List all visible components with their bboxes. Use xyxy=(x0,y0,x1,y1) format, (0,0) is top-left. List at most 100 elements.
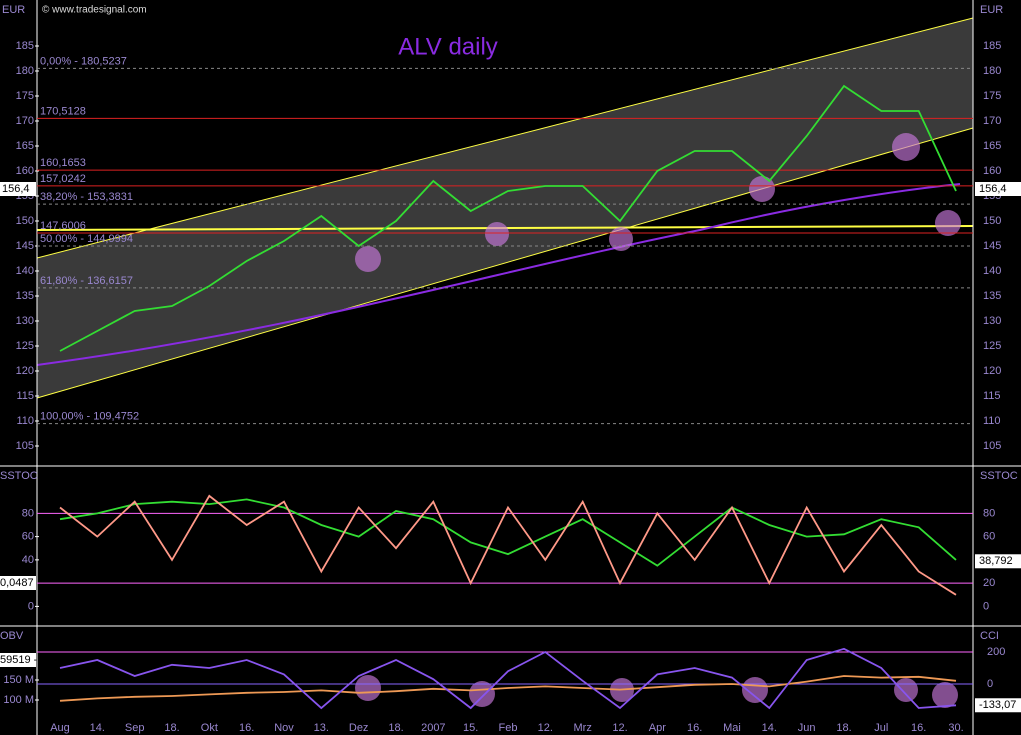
y-tick-label: 110 xyxy=(16,415,34,427)
x-tick-label: Aug xyxy=(50,722,70,734)
level-label: 160,1653 xyxy=(40,157,86,169)
y-tick-label: 125 xyxy=(16,340,34,352)
annotation-circles xyxy=(355,133,961,708)
y-tick-label: 120 xyxy=(16,365,34,377)
y-tick-label: 115 xyxy=(983,390,1001,402)
y-tick-label: 160 xyxy=(16,165,34,177)
x-tick-label: Mai xyxy=(723,722,741,734)
y-tick-label: 60 xyxy=(983,531,995,543)
level-label: 100,00% - 109,4752 xyxy=(40,411,139,423)
circle xyxy=(355,246,381,272)
y-tick-label: 135 xyxy=(16,290,34,302)
y-tick-label: 105 xyxy=(16,440,34,452)
readout: 156,4 xyxy=(979,183,1007,195)
circle xyxy=(469,681,495,707)
readout-box xyxy=(0,653,36,667)
readout: 59519 - xyxy=(0,654,38,666)
y-tick-label: 150 xyxy=(983,215,1001,227)
y-tick-label: 120 xyxy=(983,365,1001,377)
level-label: 38,20% - 153,3831 xyxy=(40,191,133,203)
y-tick-label: 0 xyxy=(28,600,34,612)
x-tick-label: 13. xyxy=(314,722,329,734)
y-tick-label: 145 xyxy=(16,240,34,252)
channel-top xyxy=(36,17,974,259)
x-tick-label: Feb xyxy=(499,722,518,734)
x-tick-label: 16. xyxy=(687,722,702,734)
x-tick-label: Okt xyxy=(201,722,218,734)
x-tick-label: Sep xyxy=(125,722,145,734)
x-tick-label: 18. xyxy=(388,722,403,734)
y-tick-label: 80 xyxy=(22,507,34,519)
y-tick-label: 145 xyxy=(983,240,1001,252)
panel-title: OBV xyxy=(0,630,24,642)
y-tick-label: 175 xyxy=(983,90,1001,102)
readout: 156,4 xyxy=(2,183,30,195)
y-tick-label: 170 xyxy=(983,115,1001,127)
x-tick-label: 16. xyxy=(911,722,926,734)
y-tick-label: 110 xyxy=(983,415,1001,427)
y-tick-label: 150 M xyxy=(3,674,34,686)
level-label: 147,6006 xyxy=(40,220,86,232)
panel-title: CCI xyxy=(980,630,999,642)
panel-title: SSTOC xyxy=(0,470,38,482)
circle xyxy=(892,133,920,161)
y-tick-label: 170 xyxy=(16,115,34,127)
panel-title: SSTOC xyxy=(980,470,1018,482)
series-line xyxy=(59,647,957,710)
y-tick-label: 165 xyxy=(983,140,1001,152)
x-tick-label: 14. xyxy=(90,722,105,734)
readout: 38,792 xyxy=(979,555,1013,567)
readout-box xyxy=(975,554,1021,569)
y-tick-label: 0 xyxy=(983,600,989,612)
series-line xyxy=(59,84,957,352)
readout: 0,0487 xyxy=(0,577,34,589)
y-tick-label: 40 xyxy=(22,554,34,566)
circle xyxy=(894,678,918,702)
level-label: 0,00% - 180,5237 xyxy=(40,55,127,67)
x-tick-label: Jun xyxy=(798,722,816,734)
level-label: 170,5128 xyxy=(40,105,86,117)
readout: -133,07 xyxy=(979,699,1016,711)
x-tick-label: 12. xyxy=(612,722,627,734)
x-tick-label: 30. xyxy=(948,722,963,734)
series-line xyxy=(59,494,957,596)
readout-box xyxy=(0,182,36,196)
x-tick-label: Nov xyxy=(274,722,294,734)
y-tick-label: 180 xyxy=(16,65,34,77)
circle xyxy=(935,210,961,236)
y-tick-label: 175 xyxy=(16,90,34,102)
series-line xyxy=(59,675,957,702)
x-tick-label: 18. xyxy=(836,722,851,734)
y-tick-label: 100 M xyxy=(3,694,34,706)
y-tick-label: 185 xyxy=(983,40,1001,52)
level-label: 50,00% - 144,9994 xyxy=(40,233,133,245)
x-tick-label: 14. xyxy=(762,722,777,734)
y2-tick-label: 200 xyxy=(987,646,1005,658)
y-tick-label: 180 xyxy=(983,65,1001,77)
currency-label: EUR xyxy=(980,4,1003,16)
y-tick-label: 20 xyxy=(983,577,995,589)
moving-average xyxy=(36,183,961,366)
channel-bottom xyxy=(36,127,974,399)
circle xyxy=(609,227,633,251)
y-tick-label: 135 xyxy=(983,290,1001,302)
y-tick-label: 60 xyxy=(22,531,34,543)
x-tick-label: Jul xyxy=(874,722,888,734)
y-tick-label: 185 xyxy=(16,40,34,52)
level-label: 157,0242 xyxy=(40,173,86,185)
readout-box xyxy=(975,182,1021,196)
x-tick-label: Apr xyxy=(649,722,666,734)
series-line xyxy=(59,498,957,567)
y-tick-label: 125 xyxy=(983,340,1001,352)
readout-box xyxy=(0,576,36,590)
x-tick-label: 2007 xyxy=(421,722,445,734)
y-tick-label: 150 xyxy=(16,215,34,227)
y-tick-label: 130 xyxy=(16,315,34,327)
regression-channel xyxy=(37,18,973,398)
chart-title: ALV daily xyxy=(398,33,498,60)
circle xyxy=(485,222,509,246)
x-tick-label: Dez xyxy=(349,722,369,734)
y-tick-label: 140 xyxy=(983,265,1001,277)
x-tick-label: 18. xyxy=(164,722,179,734)
x-tick-label: 12. xyxy=(538,722,553,734)
